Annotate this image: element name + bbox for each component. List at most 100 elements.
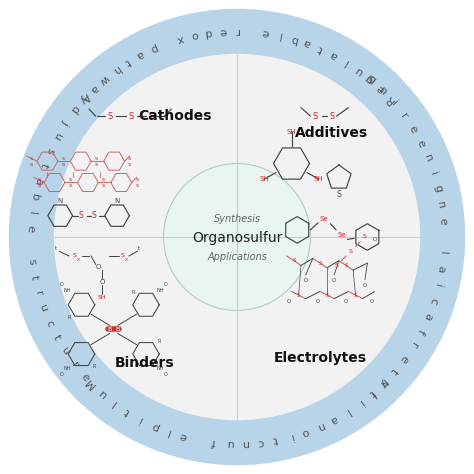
Text: e: e <box>438 217 448 225</box>
Text: r: r <box>235 26 239 36</box>
Text: e: e <box>79 371 91 383</box>
Text: O: O <box>373 237 376 242</box>
Text: t: t <box>123 56 132 67</box>
Text: l: l <box>343 407 351 417</box>
Text: B: B <box>116 327 119 332</box>
Text: O: O <box>363 283 367 288</box>
Text: S: S <box>335 263 338 268</box>
Text: S: S <box>129 112 134 120</box>
Text: r: r <box>399 111 410 120</box>
Text: p: p <box>148 42 158 55</box>
Text: g: g <box>432 184 444 193</box>
Text: l: l <box>110 398 118 408</box>
Text: t: t <box>38 162 49 169</box>
Text: u: u <box>59 346 72 357</box>
Text: A: A <box>79 91 91 103</box>
Text: s: s <box>102 177 105 182</box>
Text: i: i <box>428 170 438 176</box>
Text: M: M <box>83 375 98 390</box>
Text: SH: SH <box>98 295 106 300</box>
Text: l: l <box>438 251 448 255</box>
Text: u: u <box>353 64 364 76</box>
Text: R: R <box>92 365 96 369</box>
Text: N: N <box>57 198 63 203</box>
Text: R: R <box>67 315 71 320</box>
Text: a: a <box>135 49 146 61</box>
Text: s: s <box>95 162 98 167</box>
Text: s: s <box>69 183 72 188</box>
Text: S: S <box>149 112 154 120</box>
Text: a: a <box>328 413 339 425</box>
Text: S: S <box>120 254 124 258</box>
Text: b: b <box>29 192 40 201</box>
Text: h: h <box>110 64 121 76</box>
Text: g: g <box>365 74 377 86</box>
Text: R: R <box>157 339 160 344</box>
Text: s: s <box>95 155 98 161</box>
Text: n: n <box>422 153 434 163</box>
Text: s: s <box>37 177 40 182</box>
Text: S: S <box>325 292 329 298</box>
Text: t: t <box>52 333 63 342</box>
Text: l: l <box>277 30 283 40</box>
Text: r: r <box>33 290 44 297</box>
Text: i: i <box>356 398 364 408</box>
Text: u: u <box>96 387 108 399</box>
Text: O: O <box>99 279 105 285</box>
Text: a: a <box>33 176 44 186</box>
Text: S: S <box>312 112 318 120</box>
Text: u: u <box>51 130 63 142</box>
Text: i: i <box>288 431 293 442</box>
Text: NH: NH <box>156 365 164 371</box>
Text: s: s <box>37 183 40 188</box>
Text: j: j <box>60 118 71 127</box>
Text: g: g <box>364 73 376 85</box>
Text: Cathodes: Cathodes <box>138 109 212 123</box>
Text: s: s <box>128 155 131 161</box>
Text: S: S <box>329 112 335 120</box>
Text: Electrolytes: Electrolytes <box>273 351 366 365</box>
Text: t: t <box>273 435 279 445</box>
Text: Applications: Applications <box>207 252 267 262</box>
Text: O: O <box>316 300 319 304</box>
Text: c: c <box>428 296 439 305</box>
Text: S: S <box>73 254 76 258</box>
Text: t: t <box>138 246 140 251</box>
Text: I: I <box>366 389 375 399</box>
Text: n: n <box>377 85 389 97</box>
Text: s: s <box>62 162 64 167</box>
Text: i: i <box>389 99 399 108</box>
Text: d: d <box>69 103 81 115</box>
Text: l: l <box>342 57 350 67</box>
Text: x: x <box>77 257 80 262</box>
Text: a: a <box>328 49 339 61</box>
Text: s: s <box>102 183 105 188</box>
Text: NH: NH <box>64 365 71 371</box>
Text: s: s <box>62 155 64 161</box>
Text: O: O <box>370 300 374 304</box>
Text: S: S <box>292 258 296 263</box>
Text: a: a <box>422 311 434 321</box>
Text: f: f <box>416 327 426 335</box>
Text: b: b <box>289 33 299 45</box>
Text: w: w <box>98 72 111 86</box>
Text: e: e <box>398 353 410 364</box>
Text: S: S <box>297 292 301 298</box>
Text: S: S <box>318 261 322 265</box>
Text: NH: NH <box>64 288 71 293</box>
Text: O: O <box>304 278 308 283</box>
Text: s: s <box>44 146 55 155</box>
Text: e: e <box>415 138 427 149</box>
Text: r: r <box>70 360 80 370</box>
Text: Se: Se <box>319 216 328 222</box>
Text: n: n <box>314 420 325 432</box>
Text: t: t <box>55 246 57 251</box>
Text: e: e <box>374 82 386 94</box>
Text: s: s <box>128 162 131 167</box>
Text: O: O <box>344 300 348 304</box>
Text: S: S <box>354 292 357 298</box>
Text: NH: NH <box>156 288 164 293</box>
Text: n: n <box>377 377 389 389</box>
Text: Synthesis: Synthesis <box>213 214 261 224</box>
Text: o: o <box>301 426 310 438</box>
